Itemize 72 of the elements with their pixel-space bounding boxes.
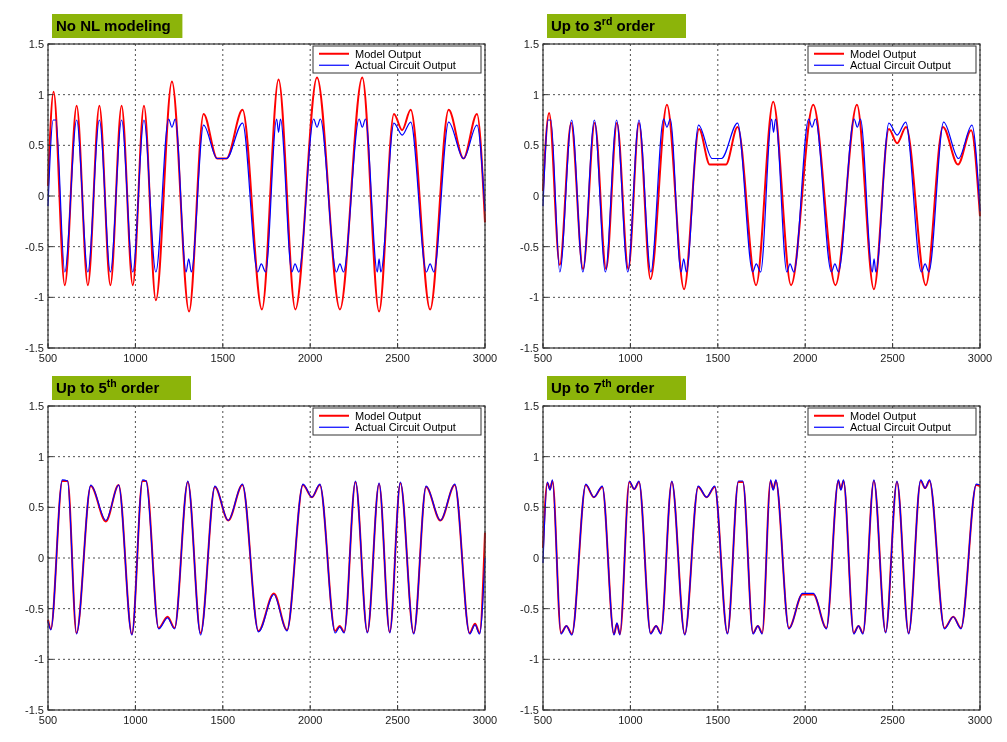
x-tick-label: 1500 <box>210 714 236 726</box>
y-tick-label: 0 <box>532 190 539 202</box>
line-series <box>47 76 486 313</box>
chart-title: Up to 3$^{rd}$ order <box>551 15 656 34</box>
y-tick-label: -0.5 <box>25 602 44 615</box>
x-tick-label: 2500 <box>385 714 410 726</box>
chart-title: No NL modeling <box>56 17 171 34</box>
x-tick-label: 1500 <box>210 352 236 364</box>
y-tick-label: 0 <box>532 552 539 564</box>
x-tick-label: 3000 <box>967 714 993 726</box>
y-tick-label: -0.5 <box>25 240 44 253</box>
legend-label: Model Output <box>850 47 917 60</box>
x-tick-label: 500 <box>533 352 553 364</box>
x-tick-label: 3000 <box>472 714 498 726</box>
y-tick-label: -1.5 <box>25 342 44 354</box>
x-tick-label: 500 <box>533 714 553 726</box>
y-tick-label: -1 <box>34 291 44 304</box>
y-tick-label: -1 <box>529 291 539 304</box>
y-tick-label: 0.5 <box>28 139 44 152</box>
y-tick-label: 1 <box>37 450 44 463</box>
x-tick-label: 1500 <box>705 714 731 726</box>
x-tick-label: 2500 <box>385 352 410 364</box>
line-series <box>47 118 486 273</box>
x-tick-label: 2000 <box>792 352 818 364</box>
y-tick-label: 1.5 <box>28 38 44 50</box>
title-highlight: Up to 3$^{rd}$ order <box>547 14 686 38</box>
x-tick-label: 500 <box>38 714 58 726</box>
legend-label: Model Output <box>355 409 422 422</box>
title-highlight: Up to 5$^{th}$ order <box>52 376 191 400</box>
x-tick-label: 3000 <box>967 352 993 364</box>
title-highlight: No NL modeling <box>52 14 183 38</box>
legend-label: Actual Circuit Output <box>850 421 951 434</box>
y-tick-label: -1 <box>529 653 539 666</box>
y-tick-label: 1.5 <box>523 38 539 50</box>
y-tick-label: 0.5 <box>28 501 44 514</box>
y-tick-label: 1 <box>37 88 44 101</box>
legend-label: Actual Circuit Output <box>355 421 456 434</box>
x-tick-label: 2000 <box>792 714 818 726</box>
x-tick-label: 1000 <box>618 714 643 726</box>
legend-label: Actual Circuit Output <box>355 59 456 72</box>
x-tick-label: 2500 <box>880 352 905 364</box>
y-tick-label: -1.5 <box>520 342 539 354</box>
x-tick-label: 500 <box>38 352 58 364</box>
y-tick-label: -0.5 <box>520 602 539 615</box>
line-series <box>542 118 981 273</box>
y-tick-label: 0.5 <box>523 139 539 152</box>
legend-label: Model Output <box>850 409 917 422</box>
y-tick-label: -1.5 <box>520 704 539 716</box>
y-tick-label: 1.5 <box>523 400 539 412</box>
y-tick-label: 0 <box>37 190 44 202</box>
x-tick-label: 1000 <box>618 352 643 364</box>
x-tick-label: 3000 <box>472 352 498 364</box>
chart-title: Up to 7$^{th}$ order <box>551 377 655 396</box>
y-tick-label: 1.5 <box>28 400 44 412</box>
y-tick-label: -1.5 <box>25 704 44 716</box>
legend-label: Actual Circuit Output <box>850 59 951 72</box>
title-highlight: Up to 7$^{th}$ order <box>547 376 686 400</box>
x-tick-label: 2500 <box>880 714 905 726</box>
x-tick-label: 1500 <box>705 352 731 364</box>
x-tick-label: 2000 <box>297 352 323 364</box>
y-tick-label: 1 <box>532 450 539 463</box>
y-tick-label: 0 <box>37 552 44 564</box>
x-tick-label: 1000 <box>123 714 148 726</box>
x-tick-label: 1000 <box>123 352 148 364</box>
x-tick-label: 2000 <box>297 714 323 726</box>
chart-title: Up to 5$^{th}$ order <box>56 377 160 396</box>
y-tick-label: -0.5 <box>520 240 539 253</box>
line-series <box>542 100 981 291</box>
y-tick-label: 0.5 <box>523 501 539 514</box>
legend-label: Model Output <box>355 47 422 60</box>
y-tick-label: -1 <box>34 653 44 666</box>
y-tick-label: 1 <box>532 88 539 101</box>
